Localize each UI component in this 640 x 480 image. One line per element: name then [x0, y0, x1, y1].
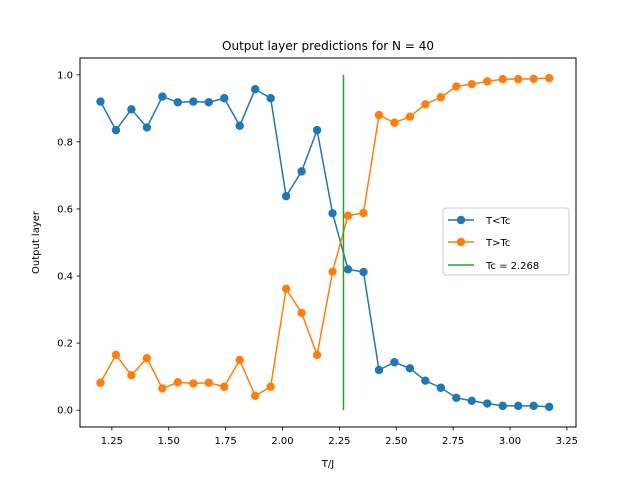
- x-tick-label: 1.25: [101, 436, 123, 447]
- data-point: [436, 93, 446, 102]
- data-point: [452, 82, 461, 91]
- data-point: [173, 378, 183, 387]
- x-tick-label: 2.75: [442, 436, 464, 447]
- data-point: [312, 350, 322, 360]
- data-point: [359, 267, 368, 277]
- data-point: [96, 378, 105, 387]
- data-point: [158, 92, 167, 101]
- data-point: [127, 371, 136, 380]
- legend-marker-above-tc: [456, 237, 466, 247]
- data-point: [498, 401, 507, 411]
- data-point: [281, 284, 291, 293]
- x-axis-ticks: 1.25 1.50 1.75 2.00 2.25 2.50 2.75 3.00 3.25: [101, 427, 578, 447]
- legend-label-above-tc: T>Tc: [485, 238, 510, 249]
- data-point: [142, 354, 152, 363]
- x-tick-label: 1.50: [158, 436, 180, 447]
- data-point: [421, 376, 430, 385]
- plot-area: [96, 73, 554, 412]
- data-point: [374, 110, 384, 120]
- data-point: [189, 97, 198, 106]
- data-point: [220, 382, 229, 391]
- data-point: [235, 355, 244, 365]
- x-axis-label: T/J: [321, 459, 334, 470]
- data-point: [111, 125, 121, 135]
- data-point: [544, 73, 554, 83]
- data-point: [343, 265, 353, 274]
- data-point: [96, 97, 105, 106]
- x-tick-label: 3.00: [499, 436, 521, 447]
- data-point: [235, 121, 244, 130]
- x-tick-label: 2.00: [271, 436, 293, 447]
- legend-label-below-tc: T<Tc: [485, 216, 510, 227]
- data-point: [312, 125, 322, 135]
- data-point: [204, 98, 213, 107]
- data-point: [111, 350, 121, 360]
- data-point: [529, 401, 538, 411]
- data-point: [204, 378, 213, 387]
- data-point: [514, 401, 523, 411]
- y-tick-label: 1.0: [57, 70, 73, 81]
- y-tick-label: 0.2: [57, 339, 73, 350]
- data-point: [250, 391, 260, 400]
- data-point: [173, 98, 183, 107]
- data-point: [405, 112, 415, 121]
- x-tick-label: 2.50: [385, 436, 407, 447]
- data-point: [359, 208, 368, 218]
- data-point: [390, 118, 399, 127]
- y-tick-label: 0.4: [57, 272, 73, 283]
- data-point: [328, 267, 337, 276]
- legend: T<Tc T>Tc Tc = 2.268: [442, 207, 570, 276]
- data-point: [529, 74, 538, 84]
- data-point: [452, 393, 461, 403]
- data-point: [220, 94, 229, 103]
- data-point: [281, 192, 291, 201]
- data-point: [421, 100, 430, 109]
- data-point: [142, 123, 152, 132]
- data-point: [483, 77, 492, 86]
- data-point: [158, 384, 167, 393]
- data-point: [405, 364, 415, 373]
- data-point: [374, 365, 384, 375]
- data-point: [297, 167, 306, 176]
- y-tick-label: 0.0: [57, 406, 73, 417]
- y-tick-label: 0.8: [57, 137, 73, 148]
- data-point: [498, 74, 507, 84]
- legend-box: [442, 207, 570, 276]
- data-point: [483, 399, 492, 408]
- x-tick-label: 3.25: [556, 436, 578, 447]
- x-tick-label: 1.75: [214, 436, 236, 447]
- data-point: [328, 209, 337, 218]
- data-point: [266, 94, 275, 103]
- data-point: [127, 105, 136, 114]
- data-point: [390, 358, 399, 367]
- y-axis-label: Output layer: [31, 210, 42, 274]
- data-point: [467, 396, 476, 406]
- chart-title: Output layer predictions for N = 40: [222, 39, 434, 53]
- data-point: [514, 74, 523, 84]
- legend-label-tc-line: Tc = 2.268: [485, 261, 539, 272]
- data-point: [250, 85, 260, 94]
- legend-marker-below-tc: [456, 215, 466, 225]
- data-point: [436, 383, 446, 392]
- data-point: [343, 211, 353, 220]
- data-point: [297, 308, 306, 318]
- data-point: [266, 382, 275, 391]
- axes-frame: [79, 57, 577, 428]
- data-point: [189, 379, 198, 388]
- y-tick-label: 0.6: [57, 204, 73, 215]
- y-axis-ticks: 0.0 0.2 0.4 0.6 0.8 1.0: [57, 70, 80, 417]
- data-point: [544, 402, 554, 412]
- data-point: [467, 79, 476, 89]
- x-tick-label: 2.25: [328, 436, 350, 447]
